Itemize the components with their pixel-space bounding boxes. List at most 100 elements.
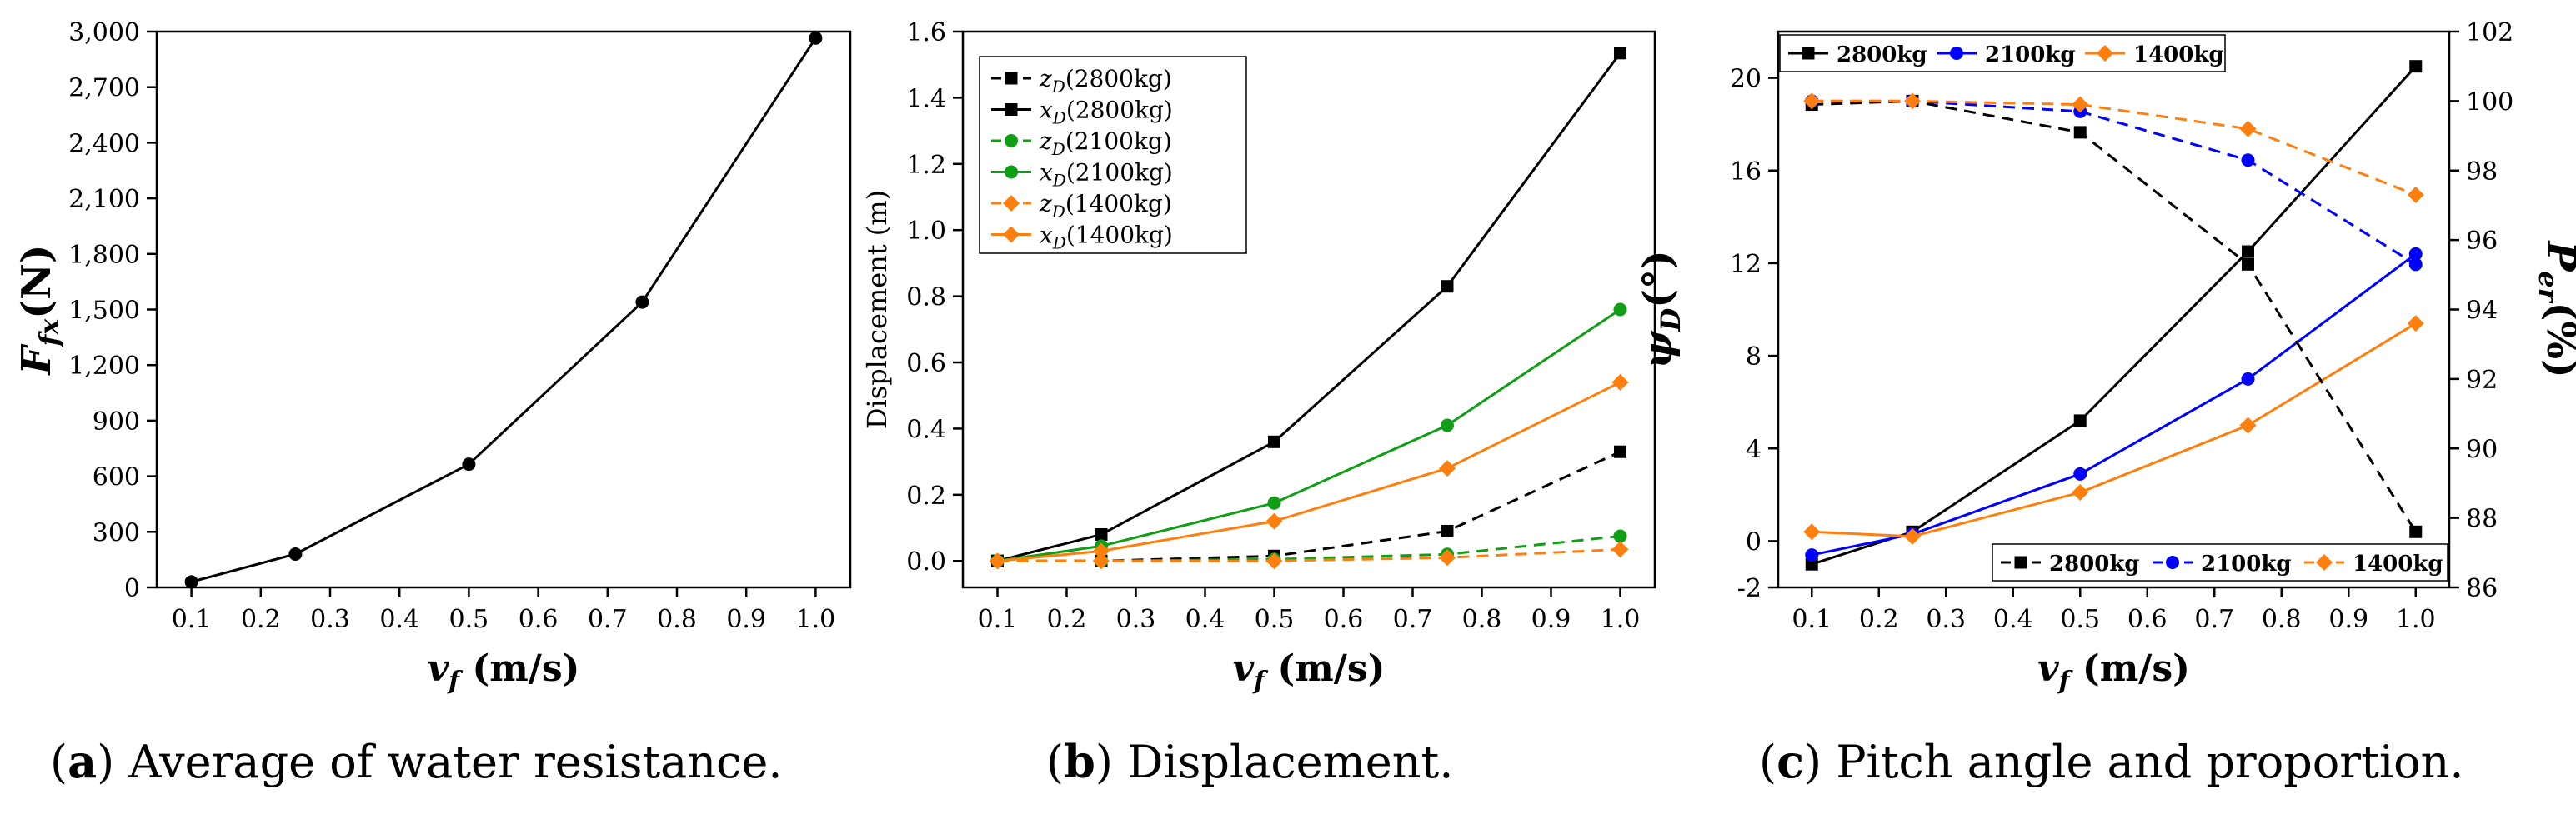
data-point (2242, 257, 2254, 271)
data-point (1611, 541, 1629, 558)
data-point (1614, 47, 1626, 60)
legend-label: 1400kg (2133, 42, 2224, 67)
legend-label: xD(2800kg) (1040, 97, 1173, 128)
legend-symbol: x (1040, 97, 1053, 124)
chart-panel-a: 0.1 0.2 0.3 0.4 0.5 0.6 0.7 0.8 0.9 1.0 0 300 600 900… (13, 18, 852, 696)
x-tick-label: 0.2 (1047, 605, 1087, 634)
data-point (1268, 435, 1280, 448)
data-point (1093, 552, 1110, 570)
x-tick-label: 0.8 (657, 605, 697, 634)
x-tick-label: 0.6 (2127, 605, 2168, 634)
caption-a: (a) Average of water resistance. (50, 735, 783, 788)
data-point (2073, 126, 2087, 139)
x-axis-label: vf (m/s) (428, 647, 580, 696)
data-point (2407, 315, 2424, 332)
legend: zD(2800kg)xD(2800kg)zD(2100kg)xD(2100kg)… (979, 56, 1247, 254)
y-axis-symbol: ψ (1635, 330, 1681, 369)
x-tick-label: 0.9 (2328, 605, 2368, 634)
y-tick-label: 0.8 (906, 283, 946, 312)
series-line (997, 450, 1621, 562)
y-tick-label: 0.2 (906, 482, 946, 511)
data-point (2408, 247, 2423, 261)
y-tick-label: 0.6 (906, 349, 946, 378)
y-tick-label: 0 (124, 574, 140, 603)
legend-marker (2014, 556, 2027, 569)
data-point (1613, 302, 1627, 317)
y-axis-label: Displacement (m) (861, 190, 893, 429)
x-axis-symbol: v (2037, 647, 2059, 690)
legend-label: zD(1400kg) (1039, 190, 1172, 222)
series-c-1 (1805, 247, 2423, 562)
legend-symbol: x (1040, 222, 1053, 249)
y-tick-label: 1.4 (906, 84, 946, 113)
data-point (1439, 460, 1456, 477)
x-tick-label: 0.2 (241, 605, 281, 634)
x-axis-label: vf (m/s) (2037, 647, 2190, 696)
plot-frame (961, 30, 1656, 589)
y-axis-unit: (N) (13, 244, 60, 318)
legend-symbol: x (1040, 159, 1053, 187)
x-tick-label: 0.5 (2060, 605, 2100, 634)
legend-label: zD(2800kg) (1039, 65, 1172, 97)
x-tick-label: 0.7 (588, 605, 628, 634)
legend-mass: (2800kg) (1065, 65, 1172, 92)
data-point (635, 295, 649, 309)
data-point (1095, 527, 1108, 541)
data-point (1803, 92, 1821, 110)
y-tick-label: 1.2 (906, 151, 946, 180)
x-axis-symbol: v (428, 647, 449, 690)
y-tick-label: 0 (1746, 527, 1762, 557)
data-point (1613, 529, 1627, 543)
data-point (2409, 525, 2423, 538)
x-tick-label: 0.5 (1255, 605, 1295, 634)
series-line (1812, 99, 2417, 266)
x-axis-label: vf (m/s) (1233, 647, 1386, 696)
data-point (989, 552, 1006, 570)
series-b-5 (989, 373, 1629, 570)
legend-label: xD(1400kg) (1040, 222, 1173, 253)
caption-c: (c) Pitch angle and proportion. (1759, 735, 2464, 788)
y-right-tick-label: 86 (2466, 574, 2498, 603)
plot-frame (155, 30, 852, 589)
legend-marker (2316, 554, 2333, 571)
data-point (1904, 527, 1921, 545)
data-point (2072, 96, 2089, 113)
series-b-3 (990, 302, 1627, 568)
x-tick-label: 0.1 (978, 605, 1018, 634)
legend-subscript: D (1051, 77, 1065, 97)
legend-subscript: D (1051, 202, 1065, 222)
legend-mass: (2100kg) (1065, 127, 1172, 155)
data-point (1265, 552, 1283, 570)
y-tick-label: 300 (93, 518, 140, 547)
legend-marker (1005, 72, 1018, 85)
series-line (1811, 65, 2417, 566)
data-point (1267, 496, 1281, 510)
y-right-axis-symbol: P (2538, 239, 2576, 272)
x-axis-unit: (m/s) (1265, 647, 1385, 690)
data-point (184, 575, 198, 589)
series-c-2 (1803, 315, 2424, 545)
y-right-tick-label: 102 (2466, 18, 2513, 47)
y-tick-label: 2,100 (68, 185, 140, 214)
data-point (1441, 280, 1454, 293)
legend-mass: (2800kg) (1066, 97, 1173, 124)
data-point (2073, 414, 2087, 427)
data-point (2073, 467, 2087, 481)
legend-mass: (1400kg) (1065, 190, 1172, 217)
series-a-0 (184, 31, 823, 589)
data-point (462, 457, 476, 472)
y-tick-label: 1.0 (906, 217, 946, 246)
y-right-tick-label: 100 (2466, 87, 2513, 117)
legend-symbol: z (1039, 65, 1052, 92)
legend-label: 1400kg (2353, 552, 2443, 577)
y-tick-label: 20 (1730, 65, 1762, 94)
legend-subscript: D (1052, 171, 1066, 191)
legend-label: zD(2100kg) (1039, 127, 1172, 159)
x-tick-label: 0.7 (1393, 605, 1433, 634)
legend-marker (1005, 103, 1018, 116)
data-point (2241, 372, 2255, 386)
x-tick-label: 1.0 (1601, 605, 1641, 634)
series-b-4 (989, 541, 1629, 570)
x-tick-label: 0.3 (310, 605, 350, 634)
y-tick-label: 900 (93, 407, 140, 437)
